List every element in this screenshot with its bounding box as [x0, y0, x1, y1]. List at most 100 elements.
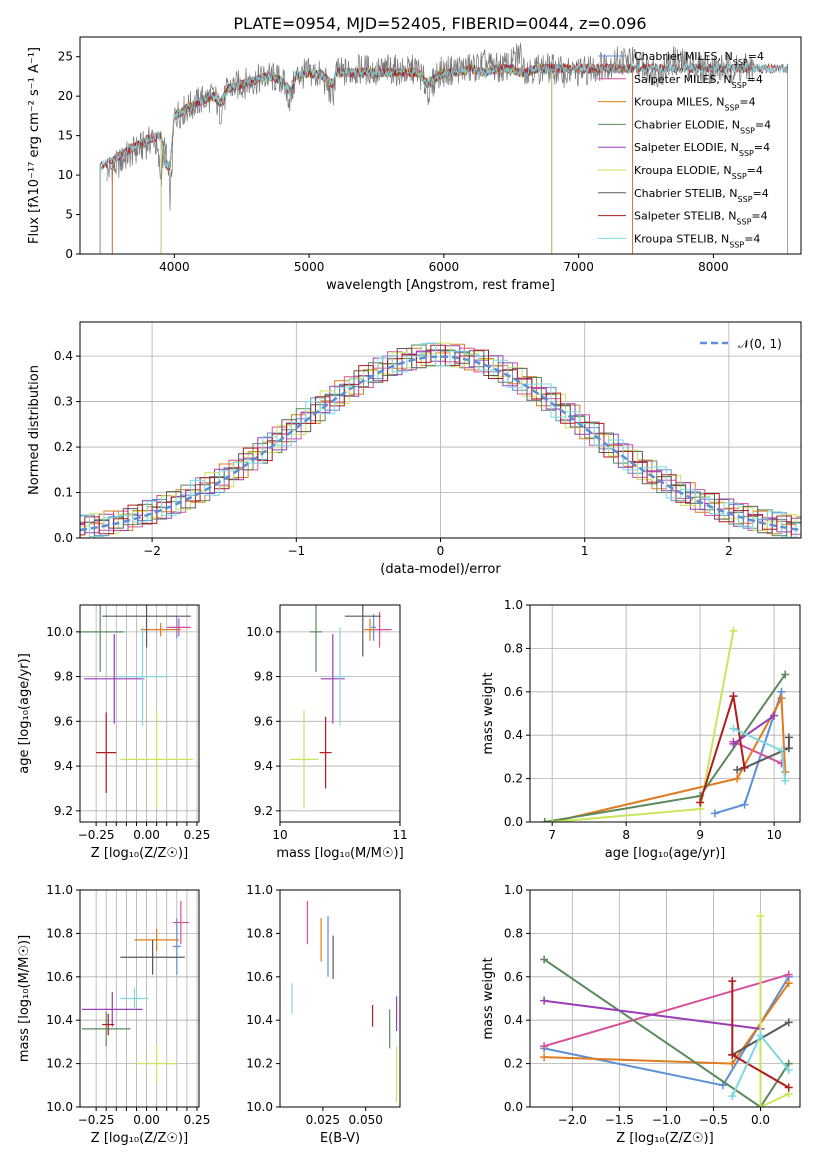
x-tick-label: −1: [287, 544, 305, 558]
y-tick-label: 0.3: [54, 395, 73, 409]
y-tick-label: 25: [58, 50, 73, 64]
weight-marker: [540, 955, 549, 964]
y-tick-label: 9.4: [54, 759, 73, 773]
weight-marker: [756, 1103, 765, 1107]
legend-value: =4: [751, 210, 767, 223]
x-axis-label: mass [log₁₀(M/M☉)]: [276, 846, 403, 861]
x-tick-label: 0.00: [133, 1113, 160, 1127]
x-tick-label: −1.5: [605, 1113, 634, 1127]
x-tick-label: 1: [581, 544, 589, 558]
x-axis-label: E(B-V): [320, 1131, 360, 1146]
y-tick-label: 0.1: [54, 486, 73, 500]
legend-label: Salpeter MILES, NSSP=4: [634, 73, 763, 90]
weight-marker: [784, 970, 793, 979]
axes-frame: [79, 36, 802, 255]
y-tick-label: 0.4: [504, 1013, 523, 1027]
weight-marker: [733, 774, 742, 783]
plot-area: [289, 605, 392, 809]
legend-label: Kroupa STELIB, NSSP=4: [634, 232, 760, 249]
y-tick-label: 9.2: [54, 804, 73, 818]
axes-frame: [279, 889, 401, 1108]
weight-line: [543, 958, 790, 1107]
weight-marker: [740, 763, 749, 772]
plot-area: [80, 342, 801, 538]
x-tick-label: 10: [272, 828, 287, 842]
x-tick-label: 11: [392, 828, 407, 842]
legend-subscript: SSP: [739, 149, 754, 158]
y-tick-label: 0.4: [504, 728, 523, 742]
y-tick-label: 9.2: [254, 804, 273, 818]
axes-frame: [529, 604, 801, 823]
y-tick-label: 0.2: [54, 440, 73, 454]
weight-marker: [540, 1042, 549, 1051]
legend-subscript: SSP: [724, 103, 739, 112]
y-tick-label: 10.0: [46, 1100, 73, 1114]
model-spectrum-line: [160, 62, 553, 254]
weight-marker: [728, 1059, 737, 1068]
weight-marker: [710, 809, 719, 818]
plot-area: [99, 42, 788, 254]
weight-marker: [784, 1018, 793, 1027]
x-axis-label: Z [log₁₀(Z/Z☉)]: [616, 1131, 713, 1146]
legend-label: Chabrier MILES, NSSP=4: [634, 50, 764, 67]
weight-marker: [733, 765, 742, 774]
x-tick-label: 7: [548, 828, 556, 842]
axes-frame: [279, 604, 401, 823]
legend-label: 𝒩(0, 1): [738, 337, 782, 351]
axes-frame: [529, 889, 801, 1108]
plot-area: [82, 900, 189, 1084]
x-tick-label: 8: [622, 828, 630, 842]
weight-marker: [784, 733, 793, 742]
y-axis-label: mass weight: [481, 957, 496, 1039]
x-axis-label: Z [log₁₀(Z/Z☉)]: [91, 846, 188, 861]
plot-area: [291, 900, 398, 1103]
weight-marker: [540, 818, 549, 822]
weight-marker: [696, 798, 705, 807]
x-axis-label: Z [log₁₀(Z/Z☉)]: [91, 1131, 188, 1146]
observed-spectrum: [106, 42, 754, 211]
legend-subscript: SSP: [732, 172, 747, 181]
y-axis-label: Normed distribution: [27, 365, 42, 495]
y-axis-label: mass [log₁₀(M/M☉)]: [17, 935, 32, 1062]
y-tick-label: 9.8: [54, 670, 73, 684]
x-tick-label: −0.25: [78, 828, 115, 842]
legend-label: Salpeter STELIB, NSSP=4: [634, 210, 768, 227]
x-tick-label: 7000: [563, 260, 594, 274]
plot-area: [540, 912, 793, 1107]
weight-marker: [781, 776, 790, 785]
weight-marker: [784, 1066, 793, 1075]
legend-value: =4: [747, 73, 763, 86]
y-tick-label: 15: [58, 129, 73, 143]
y-tick-label: 0.0: [504, 1100, 523, 1114]
y-tick-label: 10.0: [46, 625, 73, 639]
y-tick-label: 0.2: [504, 772, 523, 786]
x-tick-label: 0.0: [751, 1113, 770, 1127]
y-tick-label: 0.8: [504, 641, 523, 655]
weight-marker: [540, 996, 549, 1005]
plot-area: [540, 627, 793, 822]
weight-marker: [784, 744, 793, 753]
x-tick-label: 0.25: [184, 828, 211, 842]
x-tick-label: 9: [696, 828, 704, 842]
weight-marker: [784, 979, 793, 988]
weight-marker: [756, 912, 765, 921]
legend-value: =4: [748, 50, 764, 63]
x-tick-label: −0.5: [699, 1113, 728, 1127]
x-tick-label: 0.25: [184, 1113, 211, 1127]
legend-value: =4: [744, 232, 760, 245]
y-tick-label: 10.2: [46, 1057, 73, 1071]
weight-line: [714, 691, 783, 815]
weight-marker: [548, 818, 557, 822]
x-tick-label: −2.0: [558, 1113, 587, 1127]
x-tick-label: 0.025: [306, 1113, 340, 1127]
y-tick-label: 9.6: [54, 714, 73, 728]
weight-marker: [729, 627, 738, 636]
weight-marker: [777, 746, 786, 755]
y-tick-label: 0.2: [504, 1057, 523, 1071]
figure-title: PLATE=0954, MJD=52405, FIBERID=0044, z=0…: [233, 14, 646, 33]
x-tick-label: −1.0: [652, 1113, 681, 1127]
axes-frame: [79, 889, 200, 1108]
model-spectrum-line: [99, 62, 788, 254]
y-tick-label: 10.8: [246, 926, 273, 940]
